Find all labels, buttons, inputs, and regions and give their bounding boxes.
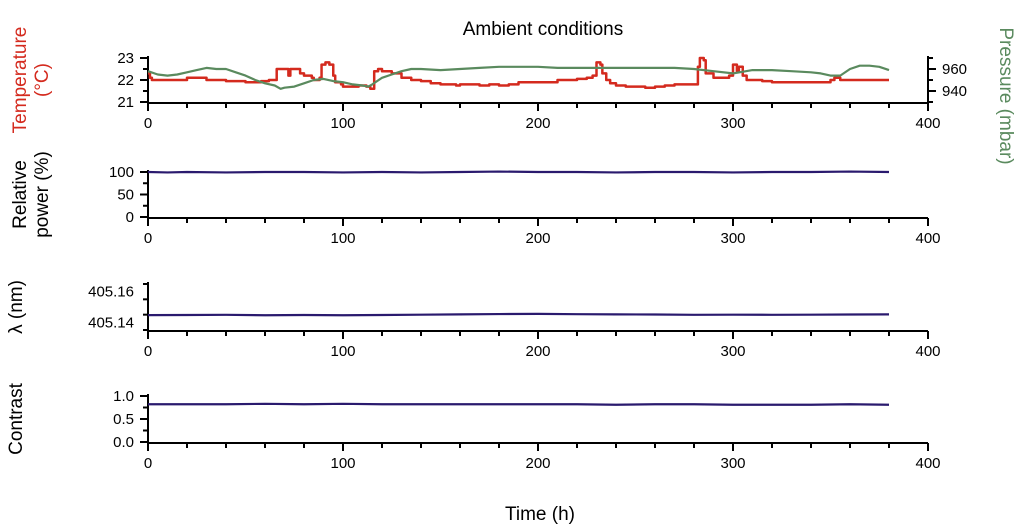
y-axis-title: Contrast xyxy=(6,382,27,455)
y2-axis-title: Pressure (mbar) xyxy=(995,27,1016,164)
panel-2: 0 100 200 300 400 0 50 100 Relative power (%) xyxy=(10,151,941,247)
x-tick-label: 100 xyxy=(330,343,355,360)
y-axis-title: (°C) xyxy=(32,63,53,97)
y2-tick-label: 960 xyxy=(942,61,967,78)
x-tick-label: 100 xyxy=(330,115,355,132)
y-tick-label: 22 xyxy=(117,72,134,89)
panels: 0 100 200 300 400 21 22 23 Temperature (°C) 940 960… xyxy=(6,27,1016,472)
x-tick-label: 0 xyxy=(144,455,152,472)
y-tick-label: 21 xyxy=(117,94,134,111)
y-tick-label: 405.16 xyxy=(88,284,134,301)
x-tick-label: 200 xyxy=(525,230,550,247)
x-tick-label: 300 xyxy=(720,115,745,132)
x-tick-label: 200 xyxy=(525,115,550,132)
series-line xyxy=(147,312,890,317)
series-line xyxy=(147,170,890,174)
x-tick-label: 300 xyxy=(720,343,745,360)
chart-title: Ambient conditions xyxy=(463,19,624,40)
x-tick-label: 400 xyxy=(915,455,940,472)
y2-tick-label: 940 xyxy=(942,83,967,100)
y-axis-title: power (%) xyxy=(32,151,53,238)
x-tick-label: 0 xyxy=(144,343,152,360)
y-tick-label: 23 xyxy=(117,50,134,67)
series-line xyxy=(148,402,890,406)
y-tick-label: 405.14 xyxy=(88,314,134,331)
pressure-series-line xyxy=(147,64,890,90)
panel-1: 0 100 200 300 400 21 22 23 Temperature (°C) 940 960… xyxy=(10,27,1016,165)
x-tick-label: 0 xyxy=(144,230,152,247)
y-axis-title: Temperature xyxy=(10,27,31,134)
x-axis-title: Time (h) xyxy=(505,504,575,525)
x-tick-label: 300 xyxy=(720,230,745,247)
y-axis-title: λ (nm) xyxy=(6,280,27,334)
y-tick-label: 0.0 xyxy=(113,434,134,451)
panel-4: 0 100 200 300 400 0.0 0.5 1.0 Contrast xyxy=(6,382,941,472)
y-axis-title: Relative xyxy=(10,160,31,229)
x-tick-label: 300 xyxy=(720,455,745,472)
y-tick-label: 0.5 xyxy=(113,411,134,428)
x-tick-label: 400 xyxy=(915,230,940,247)
x-tick-label: 200 xyxy=(525,455,550,472)
x-tick-label: 400 xyxy=(915,343,940,360)
y-tick-label: 0 xyxy=(126,209,134,226)
x-tick-label: 0 xyxy=(144,115,152,132)
y-tick-label: 50 xyxy=(117,187,134,204)
x-tick-label: 100 xyxy=(330,230,355,247)
y-tick-label: 100 xyxy=(109,164,134,181)
x-tick-label: 200 xyxy=(525,343,550,360)
x-tick-label: 400 xyxy=(915,115,940,132)
panel-3: 0 100 200 300 400 405.14 405.16 λ (nm) xyxy=(6,280,941,360)
temperature-series-line xyxy=(148,56,889,91)
x-tick-label: 100 xyxy=(330,455,355,472)
y-tick-label: 1.0 xyxy=(113,388,134,405)
